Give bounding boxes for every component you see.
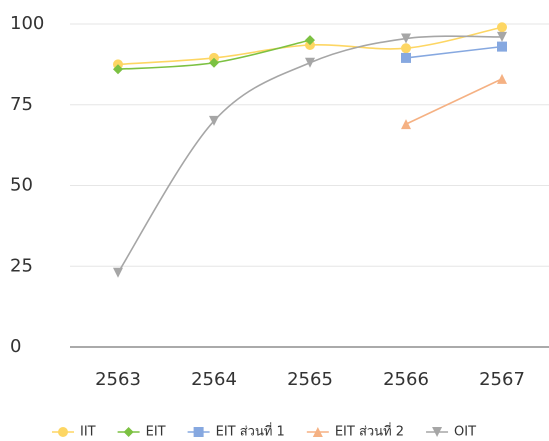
data-point <box>209 115 219 126</box>
data-point <box>209 57 219 68</box>
data-point <box>401 43 411 54</box>
x-tick-label: 2567 <box>479 369 525 390</box>
legend-label: IIT <box>80 425 96 440</box>
series-line <box>405 78 503 125</box>
legend-label: EIT ส่วนที่ 1 <box>216 423 285 440</box>
series-line <box>117 35 503 274</box>
legend-marker <box>58 427 68 437</box>
series-line <box>405 45 503 59</box>
y-tick-label: 25 <box>10 255 33 276</box>
data-point <box>113 64 123 75</box>
y-tick-label: 0 <box>10 336 21 357</box>
legend-label: EIT ส่วนที่ 2 <box>335 423 404 440</box>
x-tick-label: 2564 <box>191 369 237 390</box>
data-point <box>497 41 507 52</box>
y-tick-label: 50 <box>10 175 33 196</box>
data-point <box>113 267 123 278</box>
x-tick-label: 2563 <box>95 369 141 390</box>
legend-marker <box>193 427 204 437</box>
data-point <box>401 52 411 63</box>
data-point <box>305 57 315 68</box>
legend-marker <box>312 427 323 437</box>
y-tick-label: 100 <box>10 13 44 34</box>
y-tick-label: 75 <box>10 94 33 115</box>
x-tick-label: 2566 <box>383 369 429 390</box>
legend-label: OIT <box>454 425 476 440</box>
legend-marker <box>123 427 134 437</box>
data-point <box>401 33 411 44</box>
data-point <box>497 73 507 84</box>
legend-marker <box>432 427 443 437</box>
data-point <box>497 22 507 33</box>
data-point <box>305 35 315 46</box>
data-point <box>401 119 411 130</box>
legend-label: EIT <box>146 425 166 440</box>
data-point <box>497 31 507 42</box>
x-tick-label: 2565 <box>287 369 333 390</box>
